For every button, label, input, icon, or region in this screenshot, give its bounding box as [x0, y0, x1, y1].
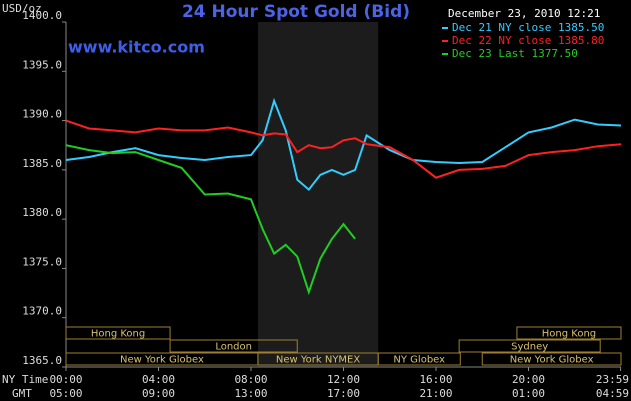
legend-label: Dec 22 NY close 1385.80: [452, 34, 604, 47]
series-line: [65, 97, 622, 192]
y-tick-label: 1400.0: [22, 9, 62, 22]
x-tick-label: 04:00: [142, 373, 175, 386]
y-tick-label: 1370.0: [22, 305, 62, 318]
x-tick-label-gmt: 01:00: [512, 387, 545, 400]
y-tick-label: 1365.0: [22, 354, 62, 367]
x-tick-label-gmt: 04:59: [596, 387, 629, 400]
legend-label: Dec 23 Last 1377.50: [452, 47, 578, 60]
x-tick-label: 23:59: [596, 373, 629, 386]
series-line: [65, 119, 622, 179]
y-tick-label: 1385.0: [22, 157, 62, 170]
session-box: [481, 352, 622, 366]
session-label: Sydney: [511, 342, 548, 353]
x-row-label: GMT: [12, 387, 32, 400]
series-line: [65, 144, 356, 296]
session-box: [516, 326, 622, 340]
x-tick-label: 16:00: [419, 373, 452, 386]
chart-title: 24 Hour Spot Gold (Bid): [182, 2, 410, 22]
timestamp: December 23, 2010 12:21: [448, 7, 600, 20]
session-label: New York NYMEX: [276, 355, 361, 366]
y-axis-label: USD/oz: [2, 2, 42, 15]
x-tick-label-gmt: 05:00: [49, 387, 82, 400]
legend-label: Dec 21 NY close 1385.50: [452, 21, 604, 34]
x-tick-label: 08:00: [234, 373, 267, 386]
x-tick-label: 00:00: [49, 373, 82, 386]
session-label: New York Globex: [120, 355, 204, 366]
session-box: [169, 339, 298, 353]
x-tick-label-gmt: 09:00: [142, 387, 175, 400]
y-tick-label: 1390.0: [22, 108, 62, 121]
x-tick-label-gmt: 17:00: [327, 387, 360, 400]
y-tick-label: 1380.0: [22, 206, 62, 219]
x-tick-label-gmt: 21:00: [419, 387, 452, 400]
y-tick-label: 1375.0: [22, 255, 62, 268]
session-box: [65, 326, 171, 340]
x-tick-label: 20:00: [512, 373, 545, 386]
session-label: New York Globex: [510, 355, 594, 366]
x-row-label: NY Time: [2, 373, 48, 386]
session-box: [377, 352, 461, 366]
watermark: www.kitco.com: [68, 38, 205, 57]
session-box: [458, 339, 601, 353]
session-label: London: [215, 342, 252, 353]
session-label: NY Globex: [393, 355, 445, 366]
legend-box: [440, 4, 622, 62]
session-shade: [257, 22, 379, 367]
y-tick-label: 1395.0: [22, 58, 62, 71]
session-label: Hong Kong: [542, 329, 596, 340]
x-tick-label: 12:00: [327, 373, 360, 386]
session-label: Hong Kong: [91, 329, 145, 340]
x-tick-label-gmt: 13:00: [234, 387, 267, 400]
